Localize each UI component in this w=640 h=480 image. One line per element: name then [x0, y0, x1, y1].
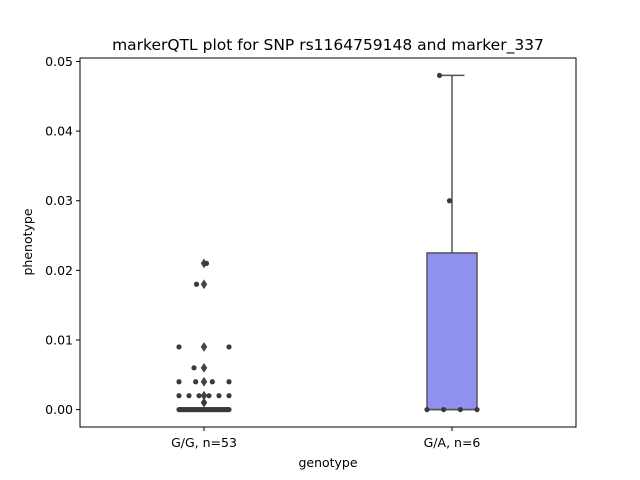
x-axis-label: genotype: [298, 455, 357, 470]
data-point: [176, 393, 182, 399]
data-point: [226, 344, 232, 350]
outlier-marker: [200, 362, 208, 373]
data-point: [176, 344, 182, 350]
data-point: [457, 406, 463, 413]
x-axis: G/G, n=53 G/A, n=6: [171, 427, 480, 450]
x-tick-label: G/G, n=53: [171, 435, 237, 450]
data-point: [446, 198, 453, 204]
data-point: [474, 406, 480, 413]
plot-frame: [79, 57, 577, 428]
y-tick-label: 0.00: [45, 402, 73, 417]
data-point: [201, 400, 207, 406]
y-tick-label: 0.04: [45, 124, 73, 139]
data-point: [209, 379, 215, 385]
outlier-marker: [200, 341, 208, 352]
data-point: [226, 406, 232, 413]
x-tick-label: G/A, n=6: [424, 435, 481, 450]
data-point: [196, 393, 202, 399]
data-point: [176, 379, 182, 385]
group-0: [176, 258, 232, 413]
data-point: [226, 393, 232, 399]
chart-title: markerQTL plot for SNP rs1164759148 and …: [112, 36, 544, 55]
data-point: [216, 393, 222, 399]
data-point: [206, 393, 212, 399]
y-axis-label: phenotype: [20, 208, 35, 275]
y-axis: 0.00 0.01 0.02 0.03 0.04 0.05: [45, 54, 80, 417]
plot-area: [176, 72, 480, 413]
y-tick-label: 0.02: [45, 263, 73, 278]
data-point: [436, 72, 443, 79]
y-tick-label: 0.05: [45, 54, 73, 69]
data-point: [193, 379, 199, 385]
y-tick-label: 0.03: [45, 193, 73, 208]
y-tick-label: 0.01: [45, 332, 73, 347]
outlier-marker: [200, 279, 208, 290]
data-point: [441, 406, 447, 413]
group-1: [424, 72, 480, 413]
data-point: [203, 260, 210, 266]
data-point: [191, 365, 197, 371]
box: [426, 252, 478, 411]
data-point: [226, 379, 232, 385]
outlier-marker: [200, 376, 208, 387]
data-point: [193, 281, 200, 287]
data-point: [186, 393, 192, 399]
data-point: [424, 406, 430, 413]
